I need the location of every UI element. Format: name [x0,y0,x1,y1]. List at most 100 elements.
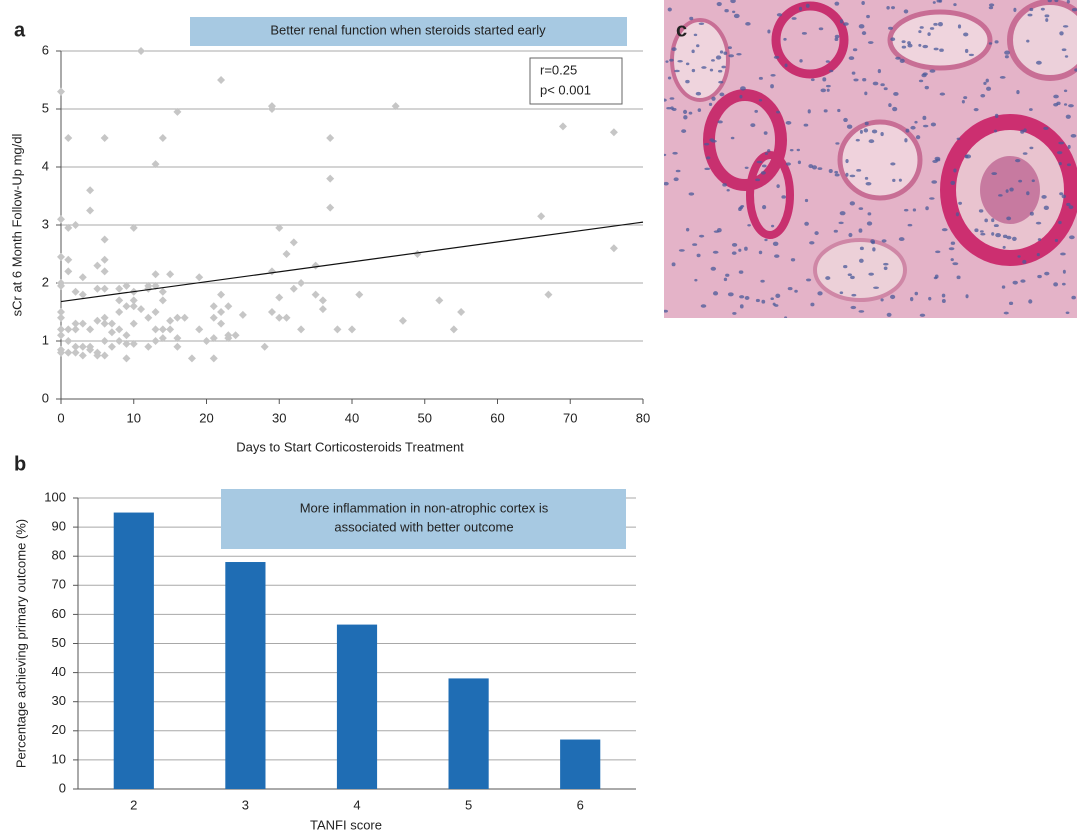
point [79,320,87,328]
nucleus [696,44,699,47]
nucleus [697,254,701,258]
point [115,285,123,293]
nucleus [922,116,926,120]
nucleus [998,194,1003,197]
nucleus [835,174,840,177]
nucleus [728,54,734,57]
y-tick-label: 50 [52,635,66,650]
nucleus [788,287,793,290]
nucleus [662,154,666,156]
y-tick-label: 20 [52,722,66,737]
nucleus [806,4,810,8]
x-tick-label: 2 [130,797,137,812]
point [326,134,334,142]
nucleus [745,296,750,300]
nucleus [859,207,864,210]
nucleus [834,230,838,233]
nucleus [727,189,730,192]
nucleus [774,304,778,307]
nucleus [668,7,672,11]
panel-label: b [14,453,26,475]
nucleus [1000,76,1006,79]
nucleus [860,247,864,251]
nucleus [847,125,852,129]
nucleus [1062,283,1066,286]
nucleus [980,233,985,236]
nucleus [756,161,762,163]
nucleus [825,276,830,280]
nucleus [925,86,929,89]
y-tick-label: 10 [52,751,66,766]
point [86,207,94,215]
y-tick-label: 70 [52,577,66,592]
nucleus [989,6,993,9]
nucleus [829,70,833,72]
point [144,314,152,322]
y-tick-label: 100 [44,489,66,504]
point [101,320,109,328]
nucleus [819,27,824,30]
y-tick-label: 80 [52,548,66,563]
nucleus [890,37,895,41]
panel-label: a [14,19,26,41]
nucleus [843,22,849,26]
nucleus [883,263,889,266]
nucleus [808,109,811,113]
point [101,256,109,264]
nucleus [942,299,946,303]
point [275,294,283,302]
nucleus [882,239,887,242]
point [152,308,160,316]
nucleus [701,304,707,308]
nucleus [873,82,879,86]
nucleus [958,202,962,205]
nucleus [873,287,879,289]
point [399,317,407,325]
nucleus [918,44,921,47]
point [159,134,167,142]
point [57,253,65,261]
nucleus [747,224,751,226]
nucleus [716,55,721,59]
nucleus [872,130,877,134]
nucleus [965,294,968,298]
nucleus [718,81,723,84]
point [79,352,87,360]
nucleus [853,48,857,51]
nucleus [776,111,780,114]
nucleus [1055,239,1058,242]
nucleus [1043,127,1048,130]
nucleus [711,267,716,271]
point [115,337,123,345]
nucleus [989,42,992,44]
point [283,250,291,258]
nucleus [1023,152,1028,155]
nucleus [880,132,883,136]
nucleus [867,221,872,225]
nucleus [773,242,779,246]
nucleus [899,179,902,182]
nucleus [864,128,868,132]
nucleus [838,222,843,225]
point [101,285,109,293]
point [181,314,189,322]
x-tick-label: 20 [199,410,213,425]
nucleus [821,88,826,92]
nucleus [669,59,673,62]
point [79,343,87,351]
nucleus [864,91,867,95]
nucleus [799,59,802,62]
y-tick-label: 4 [42,158,49,173]
nucleus [1045,14,1050,17]
point [312,262,320,270]
nucleus [916,135,920,139]
nucleus [1057,151,1062,154]
nucleus [689,192,695,195]
nucleus [1068,104,1074,107]
nucleus [891,6,895,9]
nucleus [774,56,780,59]
nucleus [850,175,856,178]
nucleus [900,59,905,63]
nucleus [907,41,911,45]
bar [225,562,265,789]
